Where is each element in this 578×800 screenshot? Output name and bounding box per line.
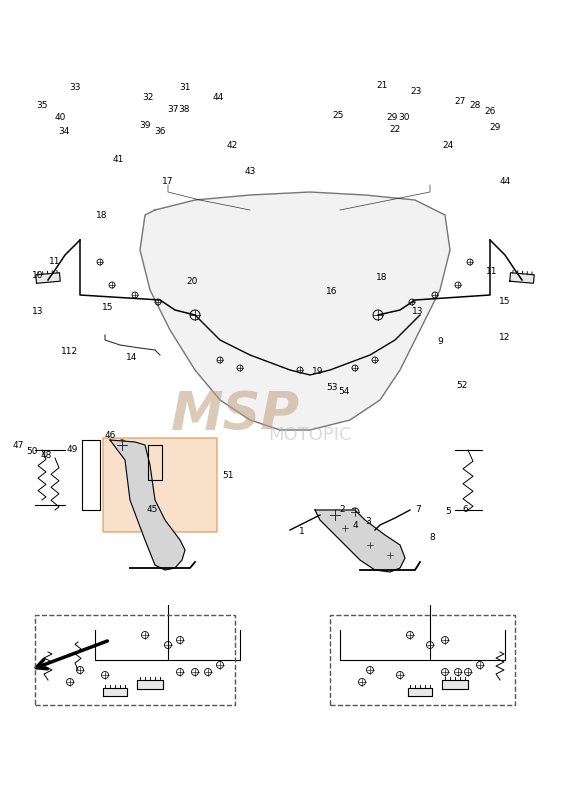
Text: MSP: MSP bbox=[171, 389, 299, 441]
Text: 45: 45 bbox=[146, 506, 158, 514]
Text: 18: 18 bbox=[376, 274, 388, 282]
Text: 31: 31 bbox=[179, 83, 191, 93]
Text: 3: 3 bbox=[365, 518, 371, 526]
Text: 13: 13 bbox=[412, 307, 424, 317]
Text: 43: 43 bbox=[244, 167, 255, 177]
Text: 39: 39 bbox=[139, 121, 151, 130]
Text: 40: 40 bbox=[54, 114, 66, 122]
Text: 29: 29 bbox=[386, 114, 398, 122]
Text: 52: 52 bbox=[456, 381, 468, 390]
Text: 51: 51 bbox=[223, 471, 234, 481]
Text: 46: 46 bbox=[104, 431, 116, 441]
Text: 27: 27 bbox=[454, 98, 466, 106]
Text: 35: 35 bbox=[36, 101, 48, 110]
Text: 36: 36 bbox=[154, 127, 166, 137]
Polygon shape bbox=[442, 679, 468, 689]
Text: 41: 41 bbox=[112, 155, 124, 165]
Bar bbox=[35, 615, 235, 705]
Polygon shape bbox=[408, 688, 432, 696]
Polygon shape bbox=[138, 679, 162, 689]
Text: 23: 23 bbox=[410, 87, 422, 97]
Text: 9: 9 bbox=[437, 338, 443, 346]
Text: 28: 28 bbox=[469, 101, 481, 110]
Text: 13: 13 bbox=[32, 307, 44, 317]
Text: 38: 38 bbox=[178, 106, 190, 114]
FancyBboxPatch shape bbox=[103, 438, 217, 532]
Text: 18: 18 bbox=[97, 210, 108, 219]
Polygon shape bbox=[510, 273, 534, 283]
Text: 32: 32 bbox=[142, 94, 154, 102]
Polygon shape bbox=[315, 510, 405, 572]
Polygon shape bbox=[36, 273, 60, 283]
Text: 50: 50 bbox=[26, 447, 38, 457]
Text: 21: 21 bbox=[376, 81, 388, 90]
Text: 11: 11 bbox=[49, 258, 61, 266]
Text: 4: 4 bbox=[352, 522, 358, 530]
Text: 10: 10 bbox=[32, 270, 44, 279]
Text: 29: 29 bbox=[490, 123, 501, 133]
Text: 24: 24 bbox=[442, 141, 454, 150]
Text: 37: 37 bbox=[167, 106, 179, 114]
Text: 47: 47 bbox=[12, 441, 24, 450]
Text: MOTOPIC: MOTOPIC bbox=[268, 426, 352, 444]
Text: 12: 12 bbox=[499, 334, 511, 342]
Text: 49: 49 bbox=[66, 446, 77, 454]
Polygon shape bbox=[140, 192, 450, 430]
Text: 11: 11 bbox=[486, 267, 498, 277]
Text: 5: 5 bbox=[445, 507, 451, 517]
Text: 1: 1 bbox=[299, 527, 305, 537]
Text: 112: 112 bbox=[61, 347, 79, 357]
Text: 15: 15 bbox=[499, 298, 511, 306]
Text: 14: 14 bbox=[127, 354, 138, 362]
Text: 20: 20 bbox=[186, 278, 198, 286]
Text: 16: 16 bbox=[326, 287, 338, 297]
Text: 54: 54 bbox=[338, 387, 350, 397]
Text: 44: 44 bbox=[499, 178, 510, 186]
Text: 33: 33 bbox=[69, 83, 81, 93]
Text: 7: 7 bbox=[415, 506, 421, 514]
Text: 53: 53 bbox=[326, 383, 338, 393]
Text: 44: 44 bbox=[212, 94, 224, 102]
Text: 48: 48 bbox=[40, 451, 51, 461]
Text: 42: 42 bbox=[227, 141, 238, 150]
Text: 19: 19 bbox=[312, 367, 324, 377]
Text: 2: 2 bbox=[339, 506, 345, 514]
Text: 6: 6 bbox=[462, 506, 468, 514]
Bar bbox=[330, 615, 515, 705]
Text: 22: 22 bbox=[390, 126, 401, 134]
Text: 30: 30 bbox=[398, 114, 410, 122]
Polygon shape bbox=[103, 688, 127, 696]
Text: 34: 34 bbox=[58, 127, 70, 137]
Text: 15: 15 bbox=[102, 303, 114, 313]
Text: 17: 17 bbox=[162, 178, 174, 186]
Text: 8: 8 bbox=[429, 534, 435, 542]
Text: 26: 26 bbox=[484, 107, 496, 117]
Polygon shape bbox=[110, 440, 185, 570]
Text: 25: 25 bbox=[332, 110, 344, 119]
